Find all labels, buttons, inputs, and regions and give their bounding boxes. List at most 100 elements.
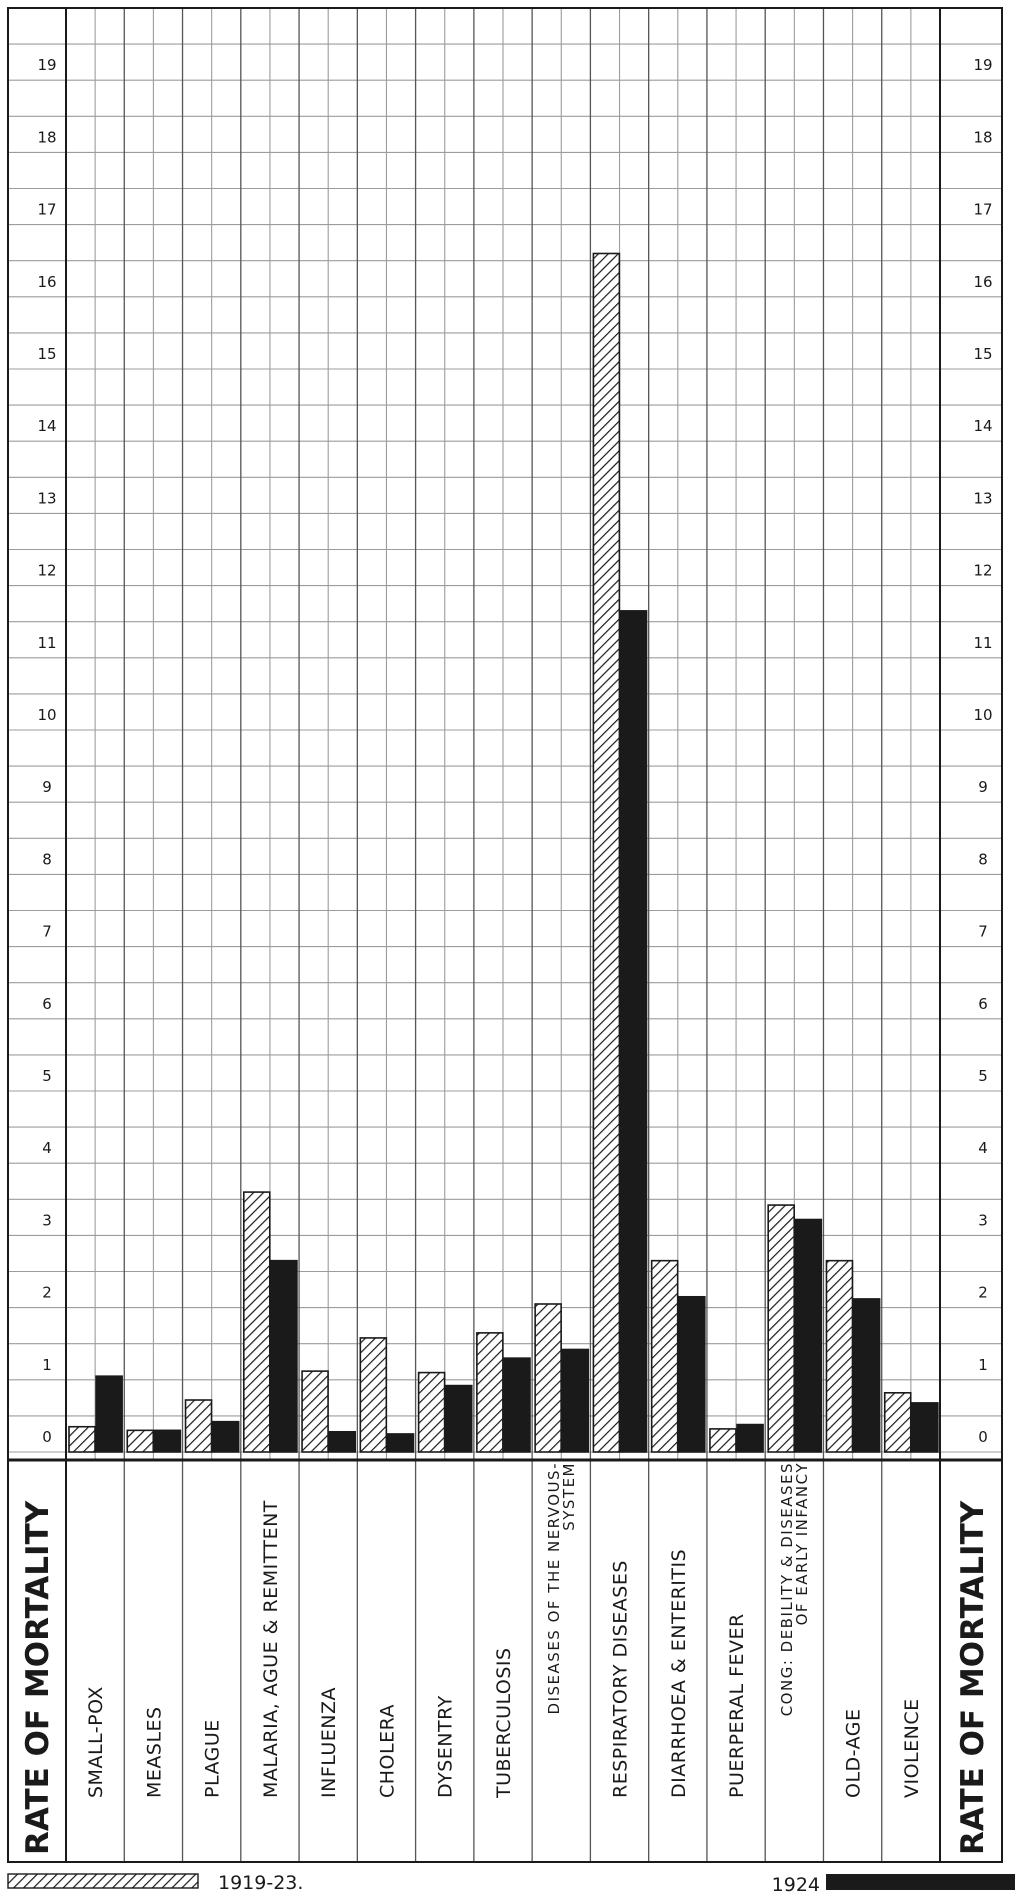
y-tick-label-right: 7 [978, 923, 988, 941]
y-tick-label-left: 17 [37, 201, 56, 219]
bar-1924 [561, 1348, 590, 1453]
y-tick-label-left: 9 [42, 778, 52, 796]
bar-1924 [677, 1295, 706, 1453]
y-tick-label-left: 18 [37, 128, 56, 146]
y-tick-label-left: 19 [37, 56, 56, 74]
plot-frame [7, 7, 1003, 1863]
y-tick-label-left: 3 [42, 1211, 52, 1229]
bar-1924 [794, 1218, 823, 1453]
category-label: DISEASES OF THE NERVOUS- [545, 1462, 563, 1714]
y-tick-label-left: 0 [42, 1428, 52, 1446]
y-axis-title-left: RATE OF MORTALITY [20, 1500, 56, 1855]
bar-1924 [386, 1433, 415, 1453]
bar-1919-23 [243, 1191, 271, 1453]
y-tick-label-left: 4 [42, 1139, 52, 1157]
bar-1919-23 [534, 1303, 562, 1453]
y-tick-label-right: 9 [978, 778, 988, 796]
y-tick-label-right: 5 [978, 1067, 988, 1085]
bar-1919-23 [767, 1204, 796, 1453]
bar-1919-23 [883, 1391, 912, 1453]
category-label: RESPIRATORY DISEASES [610, 1560, 632, 1798]
y-tick-label-left: 13 [37, 489, 56, 507]
bar-1924 [270, 1259, 298, 1453]
y-tick-label-left: 5 [42, 1067, 52, 1085]
bar-1924 [328, 1430, 357, 1453]
category-label: TUBERCULOSIS [493, 1647, 515, 1799]
y-tick-label-right: 15 [973, 345, 992, 363]
bars [68, 252, 939, 1453]
y-tick-label-left: 10 [37, 706, 56, 724]
y-tick-label-right: 0 [978, 1428, 988, 1446]
bar-1919-23 [417, 1371, 446, 1453]
bar-1919-23 [476, 1332, 504, 1453]
bar-1924 [444, 1384, 473, 1453]
y-tick-label-left: 6 [42, 995, 52, 1013]
y-tick-label-right: 6 [978, 995, 988, 1013]
legend-swatch-solid [826, 1874, 1015, 1890]
y-tick-label-left: 1 [42, 1356, 52, 1374]
category-label: MALARIA, AGUE & REMITTENT [260, 1500, 282, 1798]
legend: 1919-23. 1924 [7, 1872, 1015, 1896]
bar-1924 [211, 1420, 240, 1453]
y-tick-label-left: 8 [42, 850, 52, 868]
category-label: INFLUENZA [318, 1687, 340, 1798]
y-tick-label-left: 16 [37, 273, 56, 291]
grid [8, 7, 1002, 1862]
bar-1919-23 [825, 1259, 854, 1453]
bar-1924 [619, 610, 648, 1453]
category-labels: SMALL-POX MEASLES PLAGUE MALARIA, AGUE & RE… [20, 1462, 991, 1855]
category-label: OF EARLY INFANCY [793, 1462, 811, 1625]
y-tick-label-right: 14 [973, 417, 992, 435]
y-tick-label-right: 12 [973, 562, 992, 580]
y-tick-label-right: 8 [978, 850, 988, 868]
bar-1924 [736, 1423, 764, 1453]
y-axis-title-right: RATE OF MORTALITY [955, 1500, 991, 1855]
legend-label-solid: 1924 [772, 1874, 820, 1896]
category-label: MEASLES [143, 1706, 165, 1798]
bar-1924 [503, 1357, 531, 1453]
bar-1919-23 [359, 1337, 388, 1453]
category-label: SMALL-POX [85, 1686, 107, 1798]
y-tick-label-right: 10 [973, 706, 992, 724]
bar-1924 [911, 1402, 939, 1453]
y-tick-label-right: 4 [978, 1139, 988, 1157]
category-label: OLD-AGE [843, 1708, 865, 1798]
bar-1924 [95, 1375, 123, 1453]
category-label: CONG: DEBILITY & DISEASES [778, 1462, 796, 1716]
y-tick-label-right: 19 [973, 56, 992, 74]
y-tick-label-right: 2 [978, 1284, 988, 1302]
y-tick-label-right: 11 [973, 634, 992, 652]
y-tick-label-right: 3 [978, 1211, 988, 1229]
category-label: PUERPERAL FEVER [726, 1613, 748, 1798]
bar-1919-23 [184, 1399, 213, 1453]
category-label: DYSENTRY [435, 1695, 457, 1798]
legend-label-hatched: 1919-23. [218, 1872, 303, 1894]
bar-1919-23 [650, 1259, 679, 1453]
bar-1919-23 [301, 1370, 329, 1453]
y-tick-label-right: 17 [973, 201, 992, 219]
bar-1919-23 [68, 1425, 96, 1453]
y-tick-label-right: 18 [973, 128, 992, 146]
y-tick-label-left: 2 [42, 1284, 52, 1302]
y-tick-label-left: 12 [37, 562, 56, 580]
y-tick-label-left: 14 [37, 417, 56, 435]
y-tick-label-left: 11 [37, 634, 56, 652]
y-tick-label-left: 7 [42, 923, 52, 941]
category-label: PLAGUE [202, 1719, 224, 1798]
bar-1919-23 [709, 1428, 737, 1453]
y-tick-label-right: 13 [973, 489, 992, 507]
category-label: CHOLERA [376, 1704, 398, 1798]
y-tick-label-right: 1 [978, 1356, 988, 1374]
bar-1919-23 [126, 1429, 155, 1453]
y-tick-label-right: 16 [973, 273, 992, 291]
category-label: DIARRHOEA & ENTERITIS [668, 1549, 690, 1798]
bar-1919-23 [592, 252, 621, 1453]
bar-1924 [852, 1298, 881, 1453]
category-label: SYSTEM [560, 1462, 578, 1531]
category-label: VIOLENCE [901, 1698, 923, 1798]
y-tick-label-left: 15 [37, 345, 56, 363]
legend-swatch-hatched [7, 1873, 199, 1889]
